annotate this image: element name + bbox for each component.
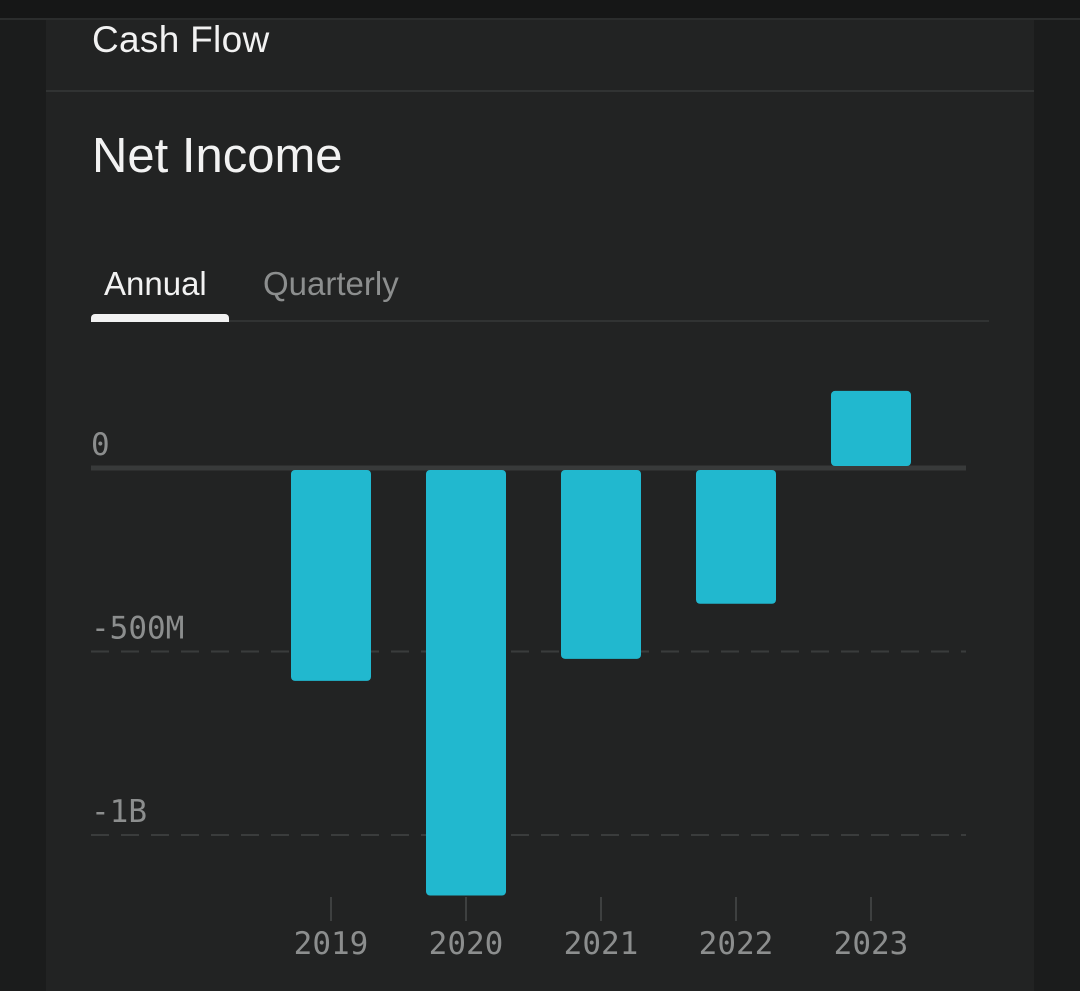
bar-2019 [291, 470, 371, 681]
tab-quarterly[interactable]: Quarterly [251, 242, 451, 322]
tab-annual[interactable]: Annual [91, 242, 229, 322]
y-tick-label-2: -1B [91, 794, 147, 830]
top-strip [0, 0, 1080, 20]
tab-track [91, 320, 989, 322]
cash-flow-panel: Cash Flow Net Income Annual Quarterly [46, 20, 1034, 991]
tab-annual-label: Annual [104, 265, 207, 302]
x-tick-label-2020: 2020 [429, 926, 504, 962]
x-tick-label-2022: 2022 [699, 926, 774, 962]
chart-title: Net Income [92, 129, 343, 183]
tab-quarterly-label: Quarterly [263, 265, 399, 302]
x-tick-label-2021: 2021 [564, 926, 639, 962]
bar-2021 [561, 470, 641, 659]
x-tick-label-2019: 2019 [294, 926, 369, 962]
y-tick-label-0: 0 [91, 427, 110, 463]
active-tab-indicator [91, 314, 229, 322]
period-tabs: Annual Quarterly [91, 242, 989, 322]
x-tick-label-2023: 2023 [834, 926, 909, 962]
section-title: Cash Flow [92, 19, 270, 60]
bar-2020 [426, 470, 506, 896]
section-header[interactable]: Cash Flow [46, 20, 1034, 92]
bar-2022 [696, 470, 776, 604]
y-tick-label-1: -500M [91, 611, 184, 647]
bar-2023 [831, 390, 911, 466]
